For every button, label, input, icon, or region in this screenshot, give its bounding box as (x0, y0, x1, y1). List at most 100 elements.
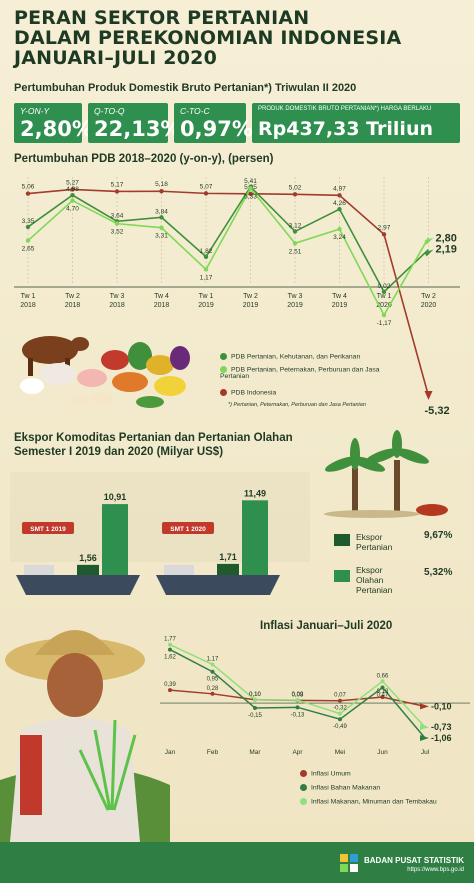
legend-label: Inflasi Umum (311, 770, 351, 778)
kpi-label: Q-TO-Q (94, 106, 125, 116)
legend-label: PDB Pertanian, Peternakan, Perburuan dan… (220, 366, 380, 381)
data-point (210, 691, 215, 696)
data-label: 0,07 (334, 693, 346, 699)
title-line-2: DALAM PEREKONOMIAN INDONESIA (14, 27, 402, 49)
legend-marker (220, 366, 227, 373)
data-label: 3,64 (111, 212, 124, 219)
bar-value-label: 11,49 (244, 488, 266, 498)
x-tick-label: 2020 (376, 302, 392, 309)
data-point (292, 241, 298, 246)
data-label: 4,26 (333, 200, 346, 207)
x-tick-label: Feb (207, 749, 219, 756)
data-point (210, 669, 215, 674)
data-point (25, 238, 31, 243)
data-label: 1,17 (200, 274, 213, 281)
period-label: SMT 1 2020 (170, 526, 206, 533)
data-point (295, 705, 300, 710)
ship-bridge (24, 565, 54, 575)
bar-olahan (242, 500, 268, 575)
data-label: 0,66 (377, 673, 389, 679)
cargo-ship (156, 575, 280, 595)
ekspor-pertanian-legend-label: Ekspor Pertanian (356, 532, 392, 552)
data-label: 0,39 (164, 682, 176, 688)
cargo-ship (16, 575, 140, 595)
x-tick-label: Mei (335, 749, 345, 756)
data-point (70, 198, 75, 203)
bps-logo-icon (340, 854, 358, 872)
data-label: 5,18 (155, 181, 168, 188)
data-label: 0,47 (377, 693, 389, 699)
chart2-title: Inflasi Januari–Juli 2020 (260, 620, 393, 632)
chart2-legend-1: Inflasi Umum (300, 770, 351, 777)
chart1-legend-3: PDB Indonesia (220, 389, 276, 396)
data-label: -5,32 (425, 405, 450, 415)
data-point (248, 186, 253, 191)
data-label: 5,07 (200, 183, 213, 190)
data-label: -1,06 (431, 733, 452, 743)
data-label: 4,70 (66, 206, 79, 213)
data-label: 3,24 (333, 234, 346, 241)
data-label: 0,08 (292, 692, 304, 698)
data-point (338, 717, 342, 722)
chart1-footnote: *) Pertanian, Peternakan, Perburuan dan … (228, 402, 366, 408)
data-point (380, 695, 385, 700)
data-point (159, 225, 164, 230)
data-point (114, 221, 120, 226)
legend-label: PDB Pertanian, Kehutanan, dan Perikanan (231, 353, 361, 361)
title-line-1: PERAN SEKTOR PERTANIAN (14, 7, 310, 29)
kpi-yoy: Y-ON-Y 2,80% (14, 103, 93, 143)
data-point (338, 711, 342, 716)
footer-url: https://www.bps.go.id (407, 867, 464, 873)
data-point (203, 191, 209, 196)
chart1-legend-2: PDB Pertanian, Peternakan, Perburuan dan… (220, 366, 380, 380)
data-label: -0,73 (431, 722, 452, 732)
livestock-produce-illustration (20, 336, 190, 408)
legend-label: Inflasi Bahan Makanan (311, 784, 381, 792)
legend-marker (220, 389, 227, 396)
chart1-title: Pertumbuhan PDB 2018–2020 (y-on-y), (per… (14, 153, 274, 165)
x-tick-label: Tw 1 (377, 293, 392, 300)
data-label: 2,51 (289, 248, 302, 255)
bar-value-label: 10,91 (104, 492, 127, 502)
kpi-ctoc: C-TO-C 0,97% (174, 103, 253, 143)
chart2-legend-3: Inflasi Makanan, Minuman dan Tembakau (300, 798, 437, 805)
data-point (70, 187, 75, 192)
kpi-value: 22,13% (94, 117, 182, 141)
data-point (381, 289, 387, 295)
data-label: -1,17 (377, 320, 392, 327)
x-tick-label: 2018 (154, 302, 170, 309)
x-tick-label: Apr (292, 749, 303, 756)
bar-pertanian (217, 563, 239, 575)
data-label: -0,15 (248, 713, 262, 719)
x-tick-label: 2018 (65, 302, 81, 309)
legend-label-line: Ekspor (356, 565, 383, 575)
legend-marker (300, 798, 307, 805)
bar-pertanian (77, 564, 99, 575)
period-tag (162, 522, 214, 534)
x-tick-label: 2019 (332, 302, 348, 309)
legend-label: PDB Indonesia (231, 389, 277, 397)
series-arrowhead (424, 390, 433, 400)
data-label: 3,31 (155, 233, 168, 240)
x-tick-label: 2019 (198, 302, 214, 309)
data-label: 0,10 (249, 692, 261, 698)
data-label: 2,19 (436, 244, 457, 256)
data-point (114, 189, 120, 194)
data-point (380, 679, 385, 684)
legend-marker (300, 784, 307, 791)
series-arrowhead (420, 735, 429, 742)
data-label: -0,49 (333, 724, 347, 730)
data-point (159, 215, 164, 220)
x-tick-label: 2019 (287, 302, 303, 309)
farmer-illustration (0, 630, 170, 842)
data-point (337, 206, 342, 212)
ekspor-title-1: Ekspor Komoditas Pertanian dan Pertanian… (14, 432, 293, 444)
data-point (70, 192, 75, 198)
data-label: 1,82 (200, 248, 213, 255)
footer-org: BADAN PUSAT STATISTIK (364, 856, 464, 865)
series-arrowhead (420, 703, 429, 710)
data-point (292, 192, 298, 197)
kpi-label: Y-ON-Y (20, 106, 50, 116)
series-arrowhead (424, 249, 434, 257)
